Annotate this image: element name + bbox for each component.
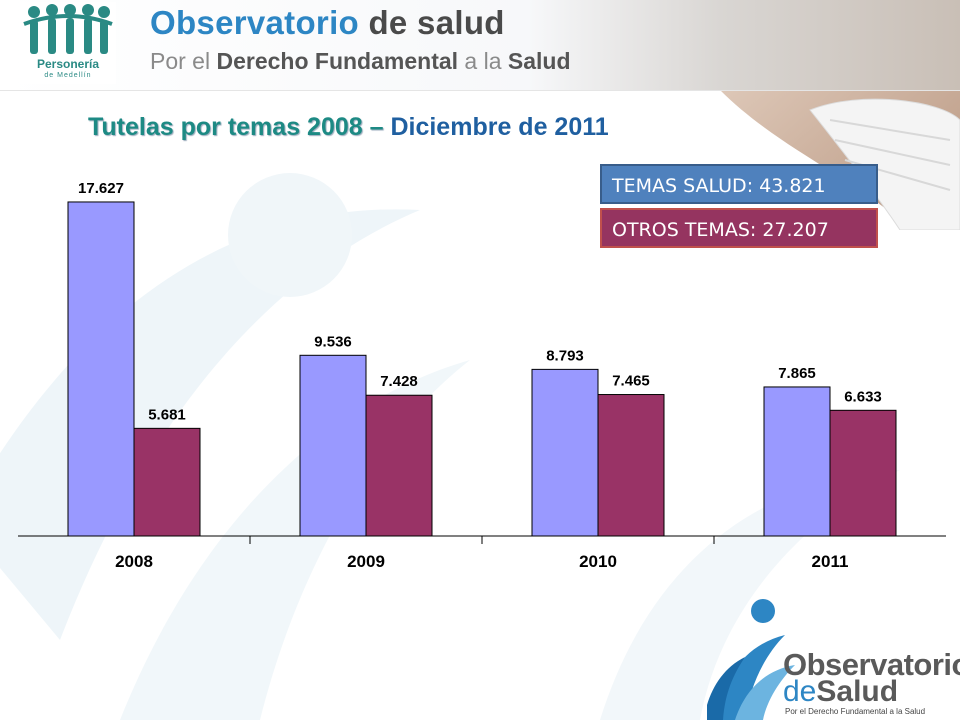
footer-logo-tagline: Por el Derecho Fundamental a la Salud — [785, 707, 926, 716]
header-title-main: Observatorio — [150, 4, 359, 41]
summary-otros-temas: OTROS TEMAS: 27.207 — [600, 208, 878, 248]
header-title: Observatorio de salud — [150, 4, 505, 42]
header-subtitle-d: Salud — [507, 48, 571, 74]
running-figure-icon — [707, 599, 795, 720]
x-tick-label-2009: 2009 — [347, 552, 385, 571]
footer-logo-line1: Observatorio — [783, 647, 960, 682]
x-tick-label-2010: 2010 — [579, 552, 617, 571]
data-label-2011-series-2: 6.633 — [844, 388, 882, 405]
data-label-2008-series-2: 5.681 — [148, 406, 186, 423]
data-label-2011-series-1: 7.865 — [778, 365, 816, 382]
data-label-2009-series-1: 9.536 — [314, 333, 352, 350]
people-group-icon — [23, 4, 113, 54]
bar-2008-series-1 — [67, 201, 135, 537]
header-banner: Personería de Medellín Observatorio de s… — [0, 0, 960, 91]
bar-2009-series-2 — [365, 394, 433, 537]
x-tick-label-2011: 2011 — [812, 552, 849, 571]
x-tick-label-2008: 2008 — [115, 552, 153, 571]
bar-2011-series-2 — [829, 409, 897, 537]
observatorio-logo: Observatorio deSalud Por el Derecho Fund… — [705, 595, 960, 720]
chart-title: Tutelas por temas 2008 – Diciembre de 20… — [88, 113, 609, 142]
header-subtitle-a: Por el — [150, 48, 211, 74]
logo-subcaption: de Medellín — [44, 72, 92, 79]
footer-logo-salud: Salud — [816, 675, 899, 708]
header-subtitle-b: Derecho Fundamental — [216, 48, 459, 74]
chart-title-part1: Tutelas por temas 2008 – — [88, 113, 384, 141]
header-subtitle-c: a la — [464, 48, 502, 74]
bar-2010-series-1 — [531, 368, 599, 537]
header-title-rest: de salud — [368, 4, 505, 41]
bar-2009-series-1 — [299, 354, 367, 537]
data-label-2010-series-2: 7.465 — [612, 373, 650, 390]
summary-temas-salud: TEMAS SALUD: 43.821 — [600, 164, 878, 204]
personeria-logo: Personería de Medellín — [20, 2, 116, 84]
data-label-2008-series-1: 17.627 — [78, 180, 124, 197]
footer-logo-line2: deSalud — [783, 675, 898, 709]
header-subtitle: Por el Derecho Fundamental a la Salud — [150, 48, 571, 75]
chart-title-part2: Diciembre de 2011 — [383, 113, 609, 141]
data-label-2010-series-1: 8.793 — [546, 347, 584, 364]
bar-2008-series-2 — [133, 427, 201, 537]
bar-2010-series-2 — [597, 394, 665, 537]
bar-2011-series-1 — [763, 386, 831, 537]
logo-caption: Personería — [36, 57, 100, 71]
data-label-2009-series-2: 7.428 — [380, 373, 418, 390]
footer-logo-de: de — [783, 675, 817, 708]
